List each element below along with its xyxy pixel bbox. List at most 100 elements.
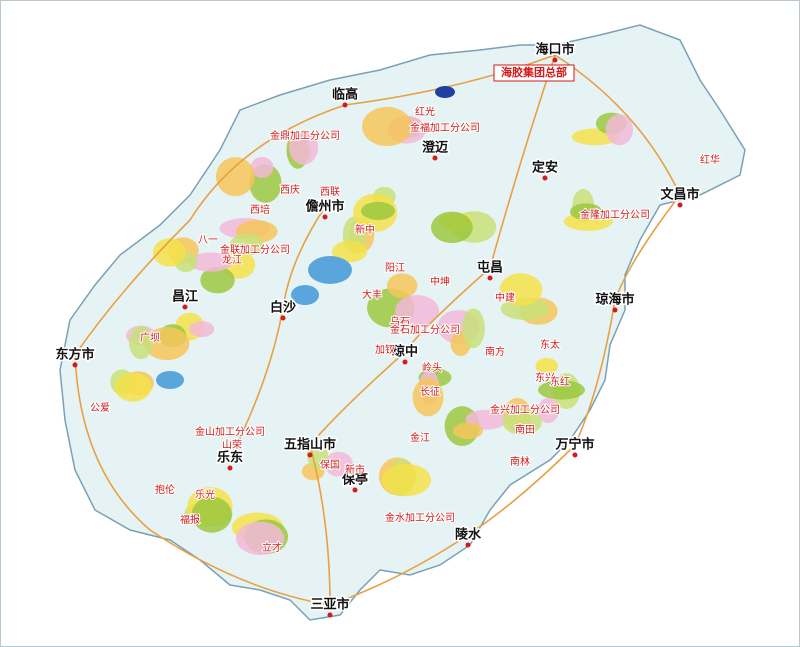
patch	[605, 114, 633, 146]
farm-label: 新中	[355, 223, 375, 236]
patch	[535, 357, 559, 375]
patch	[362, 106, 413, 147]
city-label: 琼海市	[595, 292, 634, 308]
city-label: 临高	[332, 87, 358, 103]
city-label: 文昌市	[660, 187, 699, 203]
patch	[250, 156, 274, 178]
water	[156, 86, 455, 389]
patch	[191, 496, 232, 533]
city-marker	[342, 102, 348, 108]
city-label: 定安	[531, 160, 558, 176]
patch	[381, 463, 431, 497]
farm-label: 立才	[262, 541, 282, 554]
farm-label: 金水加工分公司	[385, 511, 455, 524]
city-marker	[307, 452, 313, 458]
roads	[74, 54, 681, 606]
city-marker	[542, 175, 548, 181]
patch	[114, 372, 152, 402]
farm-label: 西联	[320, 186, 340, 198]
city-label: 陵水	[455, 527, 482, 543]
patch	[144, 327, 190, 361]
patch	[332, 240, 368, 263]
farm-label: 金兴加工分公司	[490, 403, 560, 416]
farm-label: 金福加工分公司	[410, 121, 480, 134]
city-label: 万宁市	[554, 437, 594, 453]
farm-label: 大丰	[362, 288, 382, 301]
city-marker	[612, 307, 618, 313]
farm-label: 西庆	[280, 183, 300, 196]
farm-label: 乌石	[390, 315, 410, 328]
patch	[229, 233, 264, 256]
farm-label: 金石加工分公司	[390, 323, 460, 336]
city-label: 儋州市	[305, 199, 344, 215]
city-label: 东方市	[55, 347, 94, 363]
city-marker	[552, 57, 558, 63]
lake	[291, 285, 319, 305]
farm-label: 西培	[250, 203, 270, 216]
farm-label: 抱伦	[155, 483, 175, 496]
hq-label: 海胶集团总部	[501, 65, 567, 79]
city-label: 乐东	[217, 450, 243, 466]
patch	[499, 273, 543, 307]
patch	[324, 451, 353, 477]
farm-label: 乐光	[195, 488, 215, 501]
city-marker	[402, 359, 408, 365]
farm-label: 岭头	[422, 361, 442, 374]
road	[329, 54, 681, 606]
patch	[412, 378, 444, 417]
city-label: 昌江	[172, 289, 198, 305]
city-label: 保亭	[341, 472, 368, 488]
farm-label: 南田	[515, 423, 535, 436]
patch	[235, 521, 285, 555]
city-marker	[465, 542, 471, 548]
plantation-areas	[110, 106, 633, 555]
farm-label: 福报	[180, 513, 200, 526]
city-marker	[327, 612, 333, 618]
farm-label: 山荣	[222, 439, 242, 451]
patch	[431, 211, 473, 244]
farm-label: 红光	[415, 105, 435, 118]
patch	[461, 308, 485, 349]
farm-label: 红华	[700, 153, 720, 166]
farm-label: 金江	[410, 431, 430, 444]
patch	[395, 295, 440, 327]
city-label: 琼中	[392, 344, 418, 360]
city-marker	[677, 202, 683, 208]
city-marker	[487, 275, 493, 281]
patch	[569, 203, 603, 221]
farm-label: 加钗	[375, 344, 395, 356]
city-marker	[352, 487, 358, 493]
farm-label: 金隆加工分公司	[580, 208, 650, 221]
farm-label: 广坝	[140, 332, 160, 344]
city-marker	[72, 362, 78, 368]
patch	[387, 273, 418, 299]
road	[309, 54, 556, 606]
farm-label: 中建	[495, 291, 515, 304]
farm-label: 中坤	[430, 275, 450, 288]
patch	[188, 252, 233, 272]
patch	[360, 201, 396, 220]
patch	[188, 321, 215, 338]
city-label: 白沙	[270, 300, 296, 316]
patch	[306, 438, 328, 470]
farm-label: 东红	[550, 375, 570, 388]
patch	[452, 422, 484, 440]
lake	[156, 371, 184, 389]
farm-label: 龙江	[222, 253, 242, 266]
farm-label: 东太	[540, 338, 560, 351]
farm-label: 东兴	[535, 371, 555, 384]
farm-label: 八一	[198, 235, 218, 246]
patch	[200, 266, 235, 294]
city-marker	[182, 304, 188, 310]
patch	[537, 397, 559, 424]
city-label: 三亚市	[310, 597, 349, 613]
city-label: 澄迈	[422, 140, 448, 156]
patch	[215, 157, 255, 197]
lake	[435, 86, 455, 98]
patch	[289, 129, 319, 165]
city-marker	[572, 452, 578, 458]
city-label: 屯昌	[477, 260, 503, 276]
farm-label: 新市	[345, 463, 365, 476]
patch	[152, 238, 186, 267]
